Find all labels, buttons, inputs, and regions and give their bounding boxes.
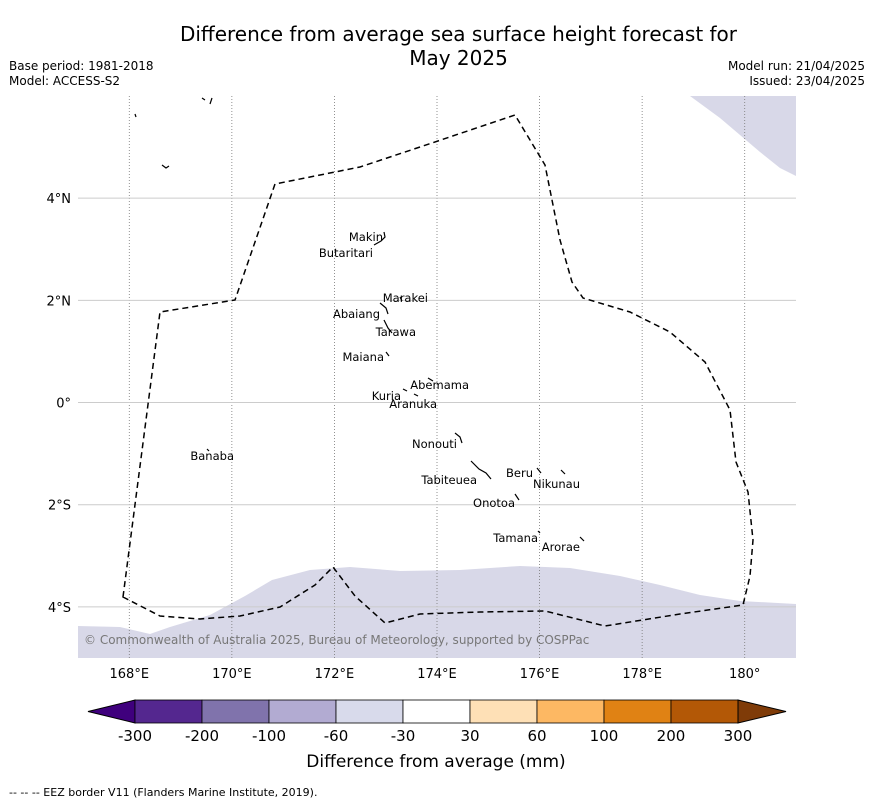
- island-label: Banaba: [190, 449, 234, 463]
- colorbar-tick-label: -60: [324, 727, 349, 745]
- axis-ticks: 168°E 170°E 172°E 174°E 176°E 178°E 180° 4°N 2°N…: [47, 192, 761, 682]
- island-label: Abemama: [410, 378, 469, 392]
- colorbar-segment: [268, 699, 337, 724]
- colorbar-tick-label: 30: [460, 727, 479, 745]
- copyright-text: © Commonwealth of Australia 2025, Bureau…: [84, 633, 589, 647]
- colorbar-segment: [536, 699, 605, 724]
- lon-tick-label: 168°E: [110, 667, 150, 682]
- colorbar-tick-label: -200: [185, 727, 219, 745]
- island-label: Nikunau: [533, 477, 580, 491]
- colorbar-tick-label: 200: [657, 727, 686, 745]
- island-label: Makin: [349, 230, 383, 244]
- colorbar-tick-label: -100: [252, 727, 286, 745]
- colorbar-segment: [469, 699, 538, 724]
- colorbar-extend-high: [737, 699, 787, 724]
- colorbar-extend-low: [87, 699, 136, 724]
- colorbar-tick-label: 100: [590, 727, 619, 745]
- island-label: Maiana: [342, 350, 384, 364]
- lon-tick-label: 172°E: [315, 667, 355, 682]
- lon-tick-label: 170°E: [212, 667, 252, 682]
- anomaly-region-northeast: [690, 96, 796, 176]
- colorbar-tick-label: -300: [118, 727, 152, 745]
- base-period: Base period: 1981-2018: [9, 59, 154, 73]
- model-name: Model: ACCESS-S2: [9, 74, 121, 88]
- title-line-1: Difference from average sea surface heig…: [179, 22, 738, 46]
- meta-left: Base period: 1981-2018 Model: ACCESS-S2: [9, 59, 154, 89]
- colorbar: -300 -200 -100 -60 -30 30 60 100 200 300 Differen…: [87, 699, 787, 772]
- issued-date: Issued: 23/04/2025: [749, 74, 865, 88]
- island-shapes: [134, 97, 585, 542]
- island-label: Tarawa: [375, 325, 416, 339]
- colorbar-segments: [87, 699, 787, 724]
- lat-tick-label: 0°: [56, 397, 71, 412]
- colorbar-title: Difference from average (mm): [306, 752, 565, 772]
- lat-tick-label: 2°S: [48, 499, 71, 514]
- lon-tick-label: 178°E: [622, 667, 662, 682]
- map-grid: [78, 96, 796, 658]
- lon-tick-label: 180°: [729, 667, 760, 682]
- colorbar-labels: -300 -200 -100 -60 -30 30 60 100 200 300: [118, 727, 752, 745]
- lon-tick-label: 176°E: [520, 667, 560, 682]
- colorbar-segment: [335, 699, 404, 724]
- lon-tick-label: 174°E: [417, 667, 457, 682]
- island-label: Marakei: [383, 291, 428, 305]
- island-label: Butaritari: [319, 246, 373, 260]
- colorbar-tick-label: 300: [724, 727, 753, 745]
- colorbar-segment: [603, 699, 672, 724]
- colorbar-segment: [402, 699, 471, 724]
- island-label: Beru: [506, 466, 533, 480]
- title-line-2: May 2025: [409, 46, 508, 70]
- island-label: Tamana: [492, 531, 538, 545]
- lat-tick-label: 2°N: [47, 294, 72, 309]
- island-label: Arorae: [542, 540, 580, 554]
- colorbar-tick-label: -30: [391, 727, 416, 745]
- island-label: Aranuka: [389, 397, 437, 411]
- colorbar-segment: [134, 699, 203, 724]
- meta-right: Model run: 21/04/2025 Issued: 23/04/2025: [728, 59, 865, 89]
- island-label: Onotoa: [473, 496, 515, 510]
- eez-footer-note: -- -- -- EEZ border V11 (Flanders Marine…: [9, 786, 318, 799]
- colorbar-segment: [670, 699, 739, 724]
- lat-tick-label: 4°N: [47, 192, 72, 207]
- lat-tick-label: 4°S: [48, 601, 71, 616]
- island-label: Tabiteuea: [420, 473, 477, 487]
- map-title: Difference from average sea surface heig…: [0, 22, 873, 70]
- colorbar-tick-label: 60: [527, 727, 546, 745]
- island-label: Abaiang: [333, 307, 380, 321]
- model-run: Model run: 21/04/2025: [727, 59, 865, 73]
- island-label: Kuria: [372, 389, 401, 403]
- colorbar-segment: [201, 699, 270, 724]
- island-label: Nonouti: [412, 437, 457, 451]
